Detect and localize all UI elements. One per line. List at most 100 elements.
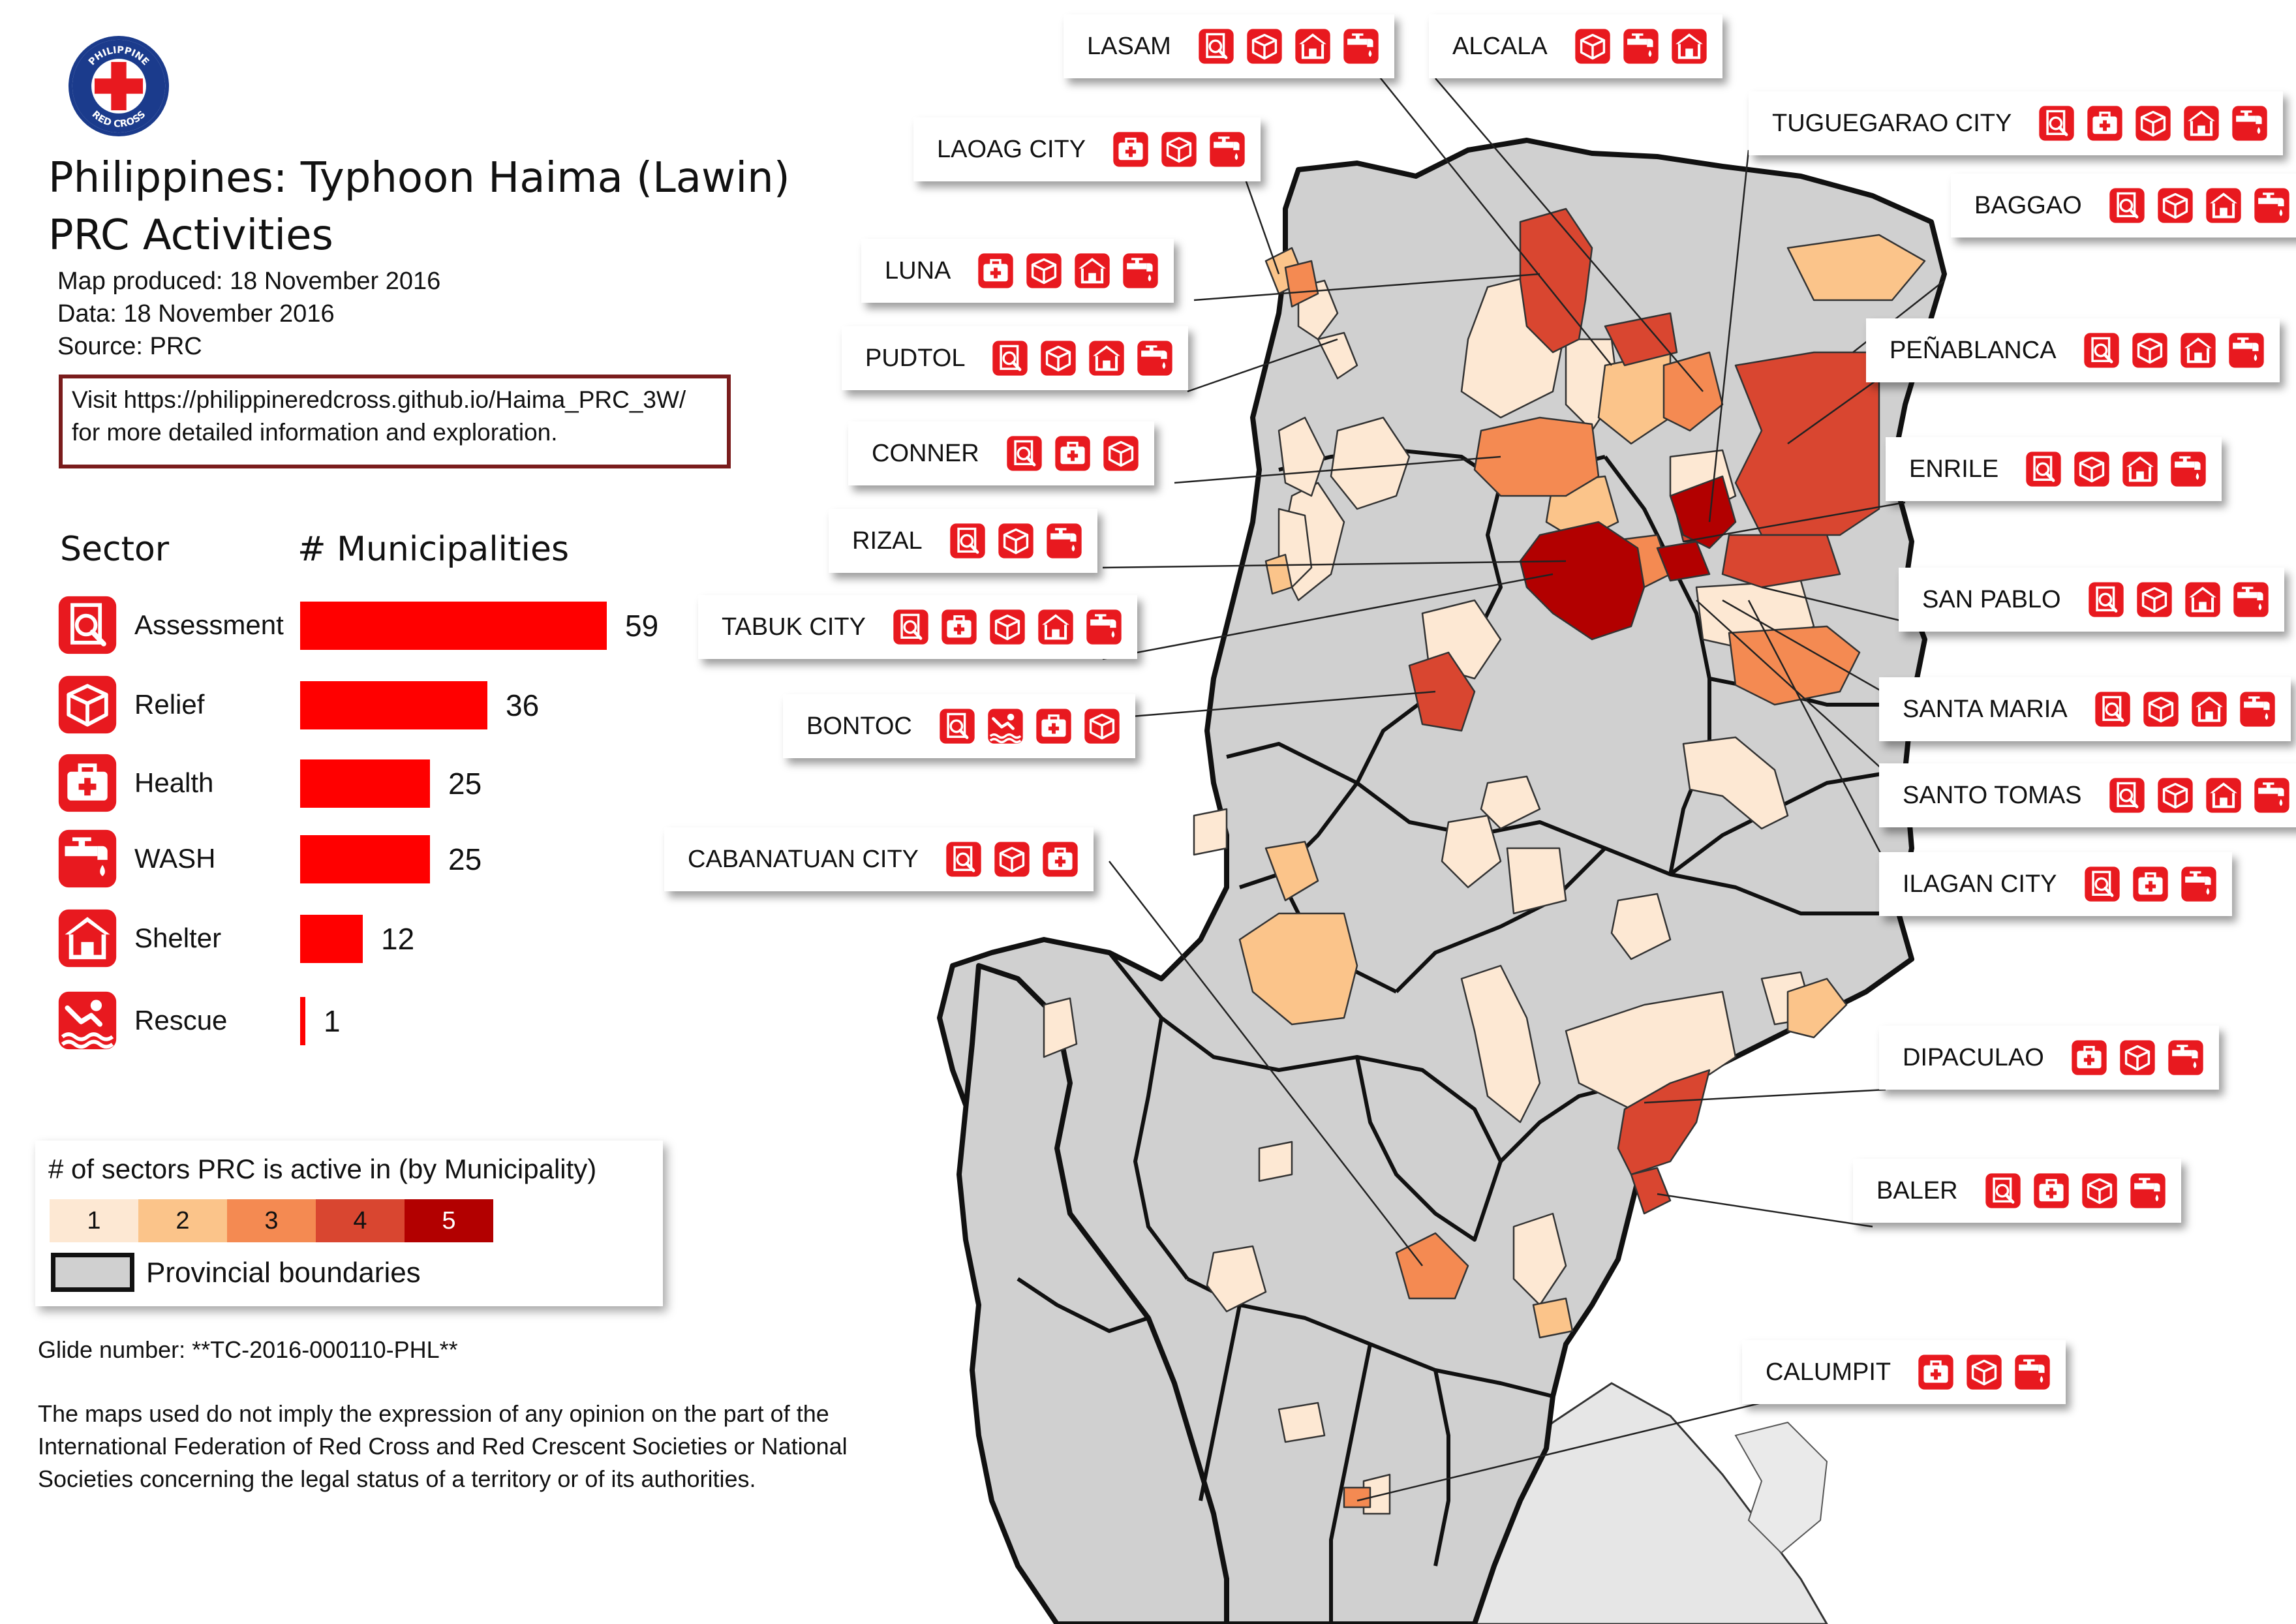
callout-pudtol[interactable]: PUDTOL: [842, 326, 1189, 390]
callout-rizal[interactable]: RIZAL: [829, 509, 1097, 573]
callout-lasam[interactable]: LASAM: [1064, 14, 1394, 78]
sector-bar-rescue: [300, 997, 305, 1045]
assessment-icon: [949, 522, 987, 560]
legend-class-4: 4: [316, 1199, 405, 1242]
sector-value-assessment: 59: [625, 609, 659, 643]
callout-santa-maria[interactable]: SANTA MARIA: [1879, 677, 2291, 741]
relief-icon: [2142, 690, 2180, 728]
wash-icon: [1136, 339, 1174, 377]
legend-class-1: 1: [50, 1199, 138, 1242]
rescue-icon: [56, 989, 119, 1052]
wash-icon: [2231, 104, 2269, 142]
sector-bar-wash: [300, 835, 430, 883]
sector-value-shelter: 12: [381, 922, 415, 956]
callout-baggao[interactable]: BAGGAO: [1951, 174, 2296, 237]
health-icon: [940, 608, 978, 646]
assessment-icon: [2087, 581, 2125, 619]
legend-boundary-swatch: [51, 1253, 134, 1292]
relief-icon: [2156, 187, 2194, 224]
health-icon: [1917, 1353, 1955, 1391]
shelter-icon: [56, 907, 119, 970]
relief-icon: [993, 840, 1031, 878]
wash-icon: [2232, 581, 2270, 619]
shelter-icon: [1670, 27, 1708, 65]
relief-icon: [1965, 1353, 2003, 1391]
disclaimer-line-3: Societies concerning the legal status of…: [38, 1465, 756, 1492]
legend-title: # of sectors PRC is active in (by Munici…: [48, 1154, 597, 1184]
health-icon: [2086, 104, 2124, 142]
callout-cabanatuan-city[interactable]: CABANATUAN CITY: [664, 827, 1094, 891]
wash-icon: [2227, 331, 2265, 369]
wash-icon: [2253, 187, 2291, 224]
western-landmass: [957, 963, 1229, 1624]
legend-class-2: 2: [138, 1199, 227, 1242]
shelter-icon: [2182, 104, 2220, 142]
sector-label-rescue: Rescue: [134, 1005, 228, 1035]
municipality-name: DIPACULAO: [1903, 1043, 2044, 1071]
callout-dipaculao[interactable]: DIPACULAO: [1879, 1026, 2219, 1090]
sector-value-relief: 36: [506, 688, 540, 722]
callout-peñablanca[interactable]: PEÑABLANCA: [1866, 318, 2280, 382]
callout-calumpit[interactable]: CALUMPIT: [1742, 1340, 2066, 1404]
map-subtitle: PRC Activities: [48, 211, 333, 260]
wash-icon: [1342, 27, 1380, 65]
callout-tuguegarao-city[interactable]: TUGUEGARAO CITY: [1749, 91, 2284, 155]
municipality-name: LASAM: [1087, 32, 1171, 60]
municipality-name: TUGUEGARAO CITY: [1772, 109, 2012, 137]
callout-alcala[interactable]: ALCALA: [1429, 14, 1722, 78]
municipality-name: SANTO TOMAS: [1903, 781, 2082, 809]
relief-icon: [1083, 707, 1121, 745]
callout-luna[interactable]: LUNA: [861, 239, 1174, 303]
shelter-icon: [2121, 450, 2159, 488]
wash-icon: [2013, 1353, 2051, 1391]
callout-laoag-city[interactable]: LAOAG CITY: [913, 117, 1261, 181]
callout-ilagan-city[interactable]: ILAGAN CITY: [1879, 852, 2232, 916]
lake-area: [1734, 1421, 1828, 1554]
assessment-icon: [938, 707, 976, 745]
health-icon: [56, 752, 119, 814]
municipality-name: BALER: [1876, 1176, 1958, 1204]
wash-icon: [1208, 130, 1246, 168]
map-title: Philippines: Typhoon Haima (Lawin): [48, 154, 790, 202]
shelter-icon: [2205, 187, 2242, 224]
health-icon: [2132, 865, 2169, 903]
sector-bar-relief: [300, 681, 487, 729]
legend: # of sectors PRC is active in (by Munici…: [35, 1141, 663, 1306]
shelter-icon: [2179, 331, 2217, 369]
relief-icon: [1025, 252, 1063, 290]
assessment-icon: [2083, 865, 2121, 903]
municipality-name: TABUK CITY: [722, 613, 866, 641]
callout-santo-tomas[interactable]: SANTO TOMAS: [1879, 763, 2296, 827]
health-icon: [1112, 130, 1150, 168]
prc-logo: PHILIPPINE RED CROSS: [68, 35, 170, 137]
more-info-box[interactable]: Visit https://philippineredcross.github.…: [59, 375, 731, 468]
assessment-icon: [1984, 1172, 2022, 1210]
sector-label-relief: Relief: [134, 689, 205, 720]
relief-icon: [1574, 27, 1612, 65]
more-info-text: for more detailed information and explor…: [72, 419, 558, 446]
callout-enrile[interactable]: ENRILE: [1886, 437, 2222, 501]
relief-icon: [56, 673, 119, 736]
callout-bontoc[interactable]: BONTOC: [783, 694, 1135, 758]
more-info-url[interactable]: Visit https://philippineredcross.github.…: [72, 386, 686, 413]
relief-icon: [997, 522, 1035, 560]
wash-icon: [1045, 522, 1083, 560]
callout-san-pablo[interactable]: SAN PABLO: [1899, 568, 2284, 632]
rescue-icon: [987, 707, 1024, 745]
municipality-name: SANTA MARIA: [1903, 695, 2068, 723]
data-date: Data: 18 November 2016: [57, 300, 335, 328]
wash-icon: [2239, 690, 2276, 728]
callout-baler[interactable]: BALER: [1853, 1159, 2181, 1223]
sector-label-shelter: Shelter: [134, 923, 222, 953]
callout-tabuk-city[interactable]: TABUK CITY: [698, 595, 1137, 659]
shelter-icon: [1088, 339, 1125, 377]
municipality-name: CONNER: [872, 439, 979, 467]
callout-conner[interactable]: CONNER: [848, 421, 1154, 485]
health-icon: [1035, 707, 1073, 745]
sector-bar-assessment: [300, 602, 607, 650]
assessment-icon: [2038, 104, 2075, 142]
relief-icon: [2156, 776, 2194, 814]
wash-icon: [1122, 252, 1159, 290]
